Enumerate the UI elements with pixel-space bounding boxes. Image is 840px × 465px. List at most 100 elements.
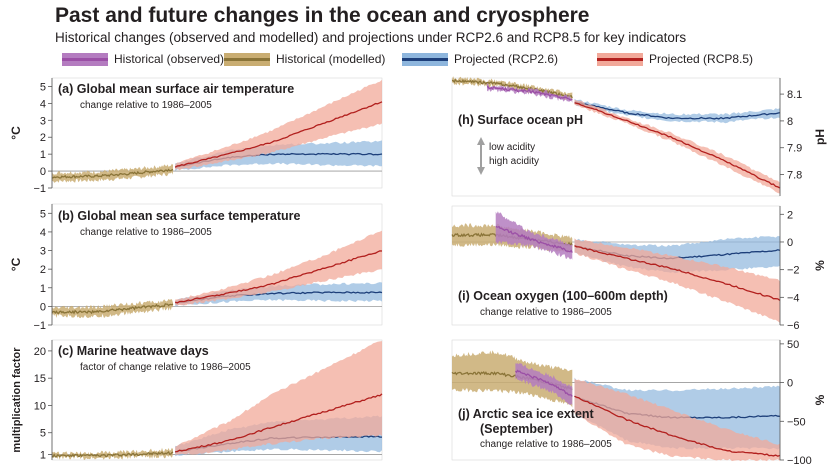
- line-h-historical-modelled: [451, 78, 573, 99]
- y-tick-label: 2: [40, 264, 46, 276]
- y-axis-label: °C: [9, 126, 23, 140]
- y-tick-label: −1: [33, 320, 46, 332]
- y-axis-label: pH: [813, 129, 827, 145]
- y-tick-label: 4: [40, 227, 46, 239]
- panel-frame: [451, 77, 781, 197]
- line-j-historical-observed: [514, 369, 573, 397]
- y-tick-label: −4: [787, 292, 800, 304]
- y-tick-label: −2: [787, 265, 800, 277]
- line-h-projected-rcp8-5: [574, 102, 781, 189]
- panel-title: (j) Arctic sea ice extent: [458, 407, 595, 421]
- y-tick-label: 2: [40, 132, 46, 144]
- panel-j: −100 −50 0 50% (j) Arctic sea ice extent(Sep…: [451, 339, 827, 465]
- y-tick-label: 0: [40, 166, 46, 178]
- y-tick-label: 7.8: [787, 170, 802, 182]
- panel-subtitle: change relative to 1986–2005: [480, 439, 612, 450]
- y-tick-label: 7.9: [787, 143, 802, 155]
- band-j-historical-modelled: [452, 350, 573, 408]
- band-c-historical-modelled: [52, 447, 173, 460]
- y-tick-label: 0: [40, 301, 46, 313]
- y-axis-label: °C: [9, 257, 23, 271]
- panel-b: −1 0 1 2 3 4 5 °C (b) Global mean sea surface te…: [9, 203, 383, 332]
- line-c-projected-rcp8-5: [175, 393, 383, 453]
- y-tick-label: 1: [40, 450, 46, 462]
- legend-swatch-historical-observed: [62, 53, 108, 66]
- panel-title: (h) Surface ocean pH: [458, 113, 583, 127]
- line-j-projected-rcp8-5: [574, 395, 781, 457]
- band-j-projected-rcp8-5: [574, 378, 780, 462]
- figure-subtitle: Historical changes (observed and modelle…: [55, 30, 687, 45]
- figure-header: Past and future changes in the ocean and…: [0, 0, 840, 76]
- band-i-historical-observed: [495, 211, 573, 260]
- line-h-projected-rcp2-6: [574, 101, 781, 120]
- panel-title: (i) Ocean oxygen (100–600m depth): [458, 289, 668, 303]
- y-tick-label: 2: [787, 209, 793, 221]
- y-tick-label: −6: [787, 320, 800, 332]
- legend-label-projected-rcp85: Projected (RCP8.5): [649, 52, 754, 66]
- y-axis-label: %: [813, 394, 827, 405]
- y-tick-label: 0: [787, 378, 793, 390]
- y-tick-label: 8.1: [787, 89, 802, 101]
- low-acidity-label: low acidity: [489, 142, 535, 153]
- panel-i: −6 −4 −2 0 2% (i) Ocean oxygen (100–600m dept…: [451, 205, 827, 332]
- acidity-arrow-up-head: [477, 137, 485, 145]
- y-tick-label: −1: [33, 183, 46, 195]
- y-tick-label: −100: [787, 455, 812, 465]
- legend-swatch-projected-rcp26: [402, 53, 448, 66]
- panel-title-line2: (September): [480, 422, 553, 436]
- band-i-projected-rcp8-5: [574, 238, 780, 323]
- y-tick-label: 3: [40, 115, 46, 127]
- y-tick-label: 5: [40, 208, 46, 220]
- y-tick-label: 5: [40, 428, 46, 440]
- legend-swatch-projected-rcp85: [597, 53, 643, 66]
- line-i-historical-observed: [495, 225, 573, 253]
- line-b-historical-modelled: [51, 303, 174, 315]
- line-a-historical-modelled: [51, 168, 174, 179]
- band-a-projected-rcp8-5: [175, 79, 382, 171]
- legend-label-historical-observed: Historical (observed): [114, 52, 225, 66]
- legend-label-projected-rcp26: Projected (RCP2.6): [454, 52, 559, 66]
- line-b-projected-rcp8-5: [174, 250, 383, 304]
- y-tick-label: 15: [34, 373, 46, 385]
- legend: Historical (observed) Historical (modell…: [62, 51, 762, 69]
- panel-subtitle: factor of change relative to 1986–2005: [80, 362, 251, 373]
- band-h-projected-rcp2-6: [574, 98, 780, 124]
- band-b-projected-rcp2-6: [175, 282, 382, 307]
- band-a-historical-modelled: [52, 163, 173, 183]
- y-tick-label: 10: [34, 400, 46, 412]
- panel-subtitle: change relative to 1986–2005: [480, 307, 612, 318]
- panel-title: (c) Marine heatwave days: [58, 344, 209, 358]
- panel-title: (a) Global mean surface air temperature: [58, 82, 294, 96]
- line-h-historical-observed: [486, 86, 573, 101]
- panel-h: 7.8 7.9 8 8.1 pH (h) Surface ocean pH low acid…: [451, 76, 827, 197]
- panel-subtitle: change relative to 1986–2005: [80, 100, 212, 111]
- y-axis-label: %: [813, 260, 827, 271]
- panel-subtitle: change relative to 1986–2005: [80, 227, 212, 238]
- panel-title: (b) Global mean sea surface temperature: [58, 209, 300, 223]
- line-i-projected-rcp8-5: [574, 245, 781, 302]
- y-tick-label: 0: [787, 237, 793, 249]
- band-h-historical-observed: [487, 83, 573, 103]
- acidity-arrow-down-head: [477, 167, 485, 175]
- band-j-historical-observed: [515, 363, 573, 406]
- legend-swatch-historical-modelled: [224, 53, 270, 66]
- y-tick-label: 3: [40, 246, 46, 258]
- y-axis-label: multiplication factor: [11, 347, 23, 453]
- band-a-projected-rcp2-6: [175, 140, 382, 171]
- panel-a: −1 0 1 2 3 4 5 °C (a) Global mean surface air te…: [9, 77, 383, 195]
- high-acidity-label: high acidity: [489, 156, 539, 167]
- line-c-historical-modelled: [51, 450, 174, 458]
- legend-label-historical-modelled: Historical (modelled): [276, 52, 386, 66]
- line-a-projected-rcp8-5: [174, 101, 383, 168]
- y-tick-label: 20: [34, 346, 46, 358]
- figure-title: Past and future changes in the ocean and…: [55, 4, 590, 27]
- y-tick-label: 50: [787, 339, 799, 351]
- y-tick-label: 8: [787, 116, 793, 128]
- y-tick-label: 1: [40, 149, 46, 161]
- y-tick-label: 5: [40, 81, 46, 93]
- y-tick-label: −50: [787, 416, 806, 428]
- y-tick-label: 4: [40, 98, 46, 110]
- y-tick-label: 1: [40, 283, 46, 295]
